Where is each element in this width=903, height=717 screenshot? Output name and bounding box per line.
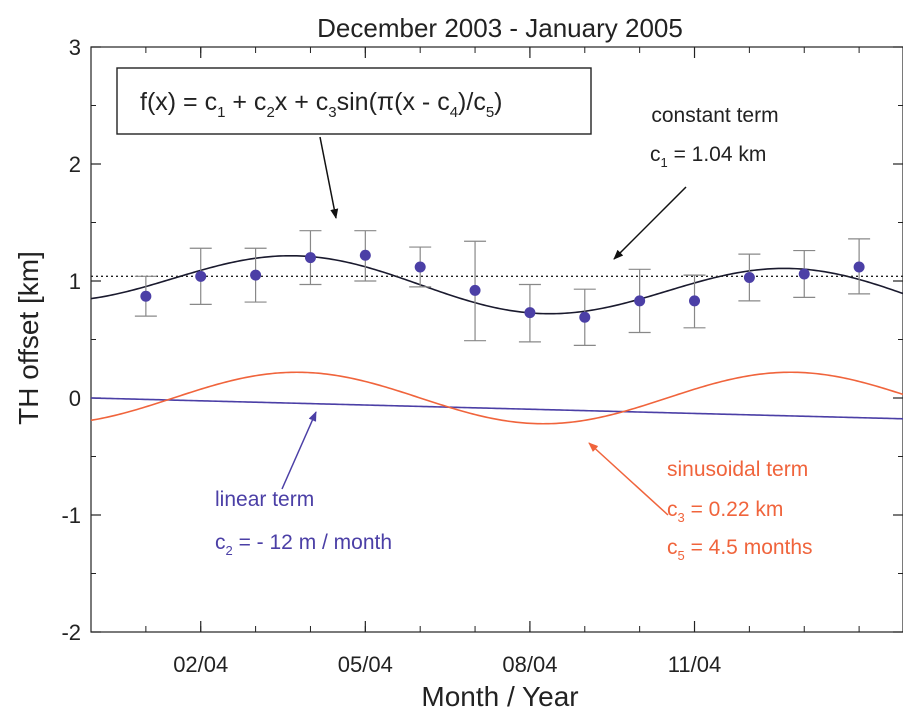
data-points (134, 230, 871, 346)
data-point (743, 271, 755, 283)
data-point (140, 290, 152, 302)
formula-box (116, 67, 592, 135)
x-tick-label: 02/04 (173, 652, 228, 677)
data-point (853, 261, 865, 273)
y-tick-label: -1 (61, 503, 81, 528)
linear-term-value: c2 = - 12 m / month (215, 531, 392, 558)
data-point (634, 295, 646, 307)
fit-curve (90, 254, 903, 315)
data-point (304, 252, 316, 264)
y-axis-label: TH offset [km] (13, 251, 44, 425)
x-tick-label: 08/04 (502, 652, 557, 677)
chart-title: December 2003 - January 2005 (317, 13, 683, 43)
y-tick-label: 2 (69, 152, 81, 177)
y-tick-label: 1 (69, 269, 81, 294)
data-point (250, 269, 262, 281)
sinusoidal-curve (90, 371, 903, 425)
y-tick-label: 3 (69, 35, 81, 60)
constant-term-arrow (613, 186, 687, 260)
data-point (798, 268, 810, 280)
data-point (359, 249, 371, 261)
formula-arrow (319, 136, 339, 219)
constant-term-label: constant term (651, 104, 778, 127)
sinusoidal-term-label: sinusoidal term (667, 458, 808, 481)
data-point (414, 261, 426, 273)
y-tick-label: 0 (69, 386, 81, 411)
data-point (579, 311, 591, 323)
x-axis-label: Month / Year (421, 681, 578, 712)
data-point (195, 270, 207, 282)
linear-term-label: linear term (215, 488, 314, 511)
curves (90, 254, 903, 425)
x-tick-label: 11/04 (668, 652, 721, 677)
y-tick-label: -2 (61, 620, 81, 645)
data-point (524, 307, 536, 319)
data-point (689, 295, 701, 307)
sinusoidal-term-c5: c5 = 4.5 months (667, 536, 813, 563)
constant-term-value: c1 = 1.04 km (650, 143, 766, 170)
formula-text: f(x) = c1 + c2x + c3sin(π(x - c4)/c5) (140, 88, 503, 121)
sinusoidal-term-c3: c3 = 0.22 km (667, 498, 783, 525)
linear-curve (90, 397, 903, 420)
x-tick-label: 05/04 (338, 652, 393, 677)
linear-term-arrow (281, 411, 317, 490)
data-point (469, 284, 481, 296)
sinusoidal-term-arrow (588, 442, 669, 516)
